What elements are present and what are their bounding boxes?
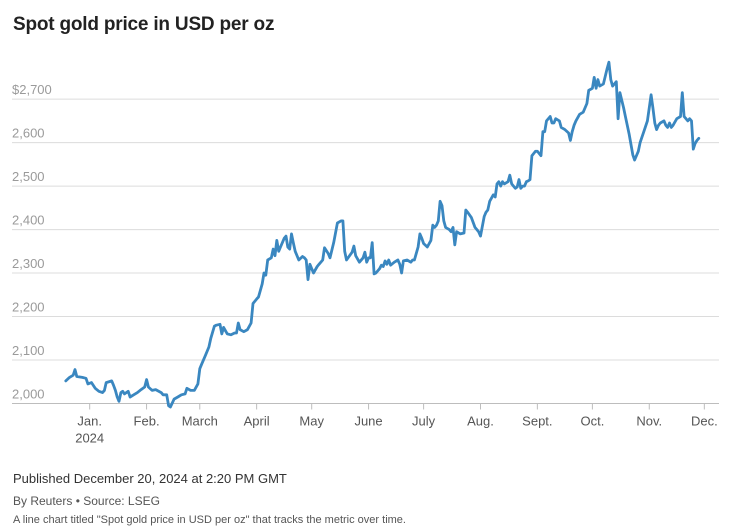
x-tick-label: Oct. bbox=[580, 413, 604, 428]
y-tick-label: $2,700 bbox=[12, 82, 52, 97]
series-line-gold-price bbox=[64, 60, 701, 409]
y-tick-label: 2,500 bbox=[12, 169, 45, 184]
x-tick-label: Aug. bbox=[467, 413, 494, 428]
y-tick-label: 2,400 bbox=[12, 213, 45, 228]
x-tick-label: June bbox=[354, 413, 382, 428]
x-tick-label: Feb. bbox=[134, 413, 160, 428]
y-tick-label: 2,000 bbox=[12, 386, 45, 401]
x-tick-label: Dec. bbox=[691, 413, 718, 428]
y-tick-label: 2,300 bbox=[12, 256, 45, 271]
gridlines bbox=[12, 98, 719, 404]
y-axis: 2,000 2,100 2,200 2,300 2,400 2,500 2,600 $2,70… bbox=[12, 82, 52, 401]
x-tick-label: April bbox=[244, 413, 270, 428]
y-tick-label: 2,200 bbox=[12, 300, 45, 315]
x-tick-label: May bbox=[299, 413, 324, 428]
x-tick-label: March bbox=[182, 413, 218, 428]
x-tick-label: Nov. bbox=[636, 413, 662, 428]
series-group bbox=[64, 60, 701, 409]
x-tick-sublabel: 2024 bbox=[75, 430, 104, 445]
published-date: Published December 20, 2024 at 2:20 PM G… bbox=[13, 471, 287, 486]
x-tick-label: Sept. bbox=[522, 413, 552, 428]
chart-title: Spot gold price in USD per oz bbox=[13, 14, 275, 35]
x-axis: Jan. 2024 Feb. March April May June July Aug. Sep… bbox=[75, 403, 718, 445]
chart-caption: A line chart titled "Spot gold price in … bbox=[13, 514, 406, 526]
x-tick-label: July bbox=[412, 413, 436, 428]
x-tick-label: Jan. bbox=[77, 413, 102, 428]
y-tick-label: 2,600 bbox=[12, 126, 45, 141]
byline: By Reuters • Source: LSEG bbox=[13, 494, 160, 508]
y-tick-label: 2,100 bbox=[12, 343, 45, 358]
line-chart: 2,000 2,100 2,200 2,300 2,400 2,500 2,600 $2,70… bbox=[12, 60, 719, 445]
